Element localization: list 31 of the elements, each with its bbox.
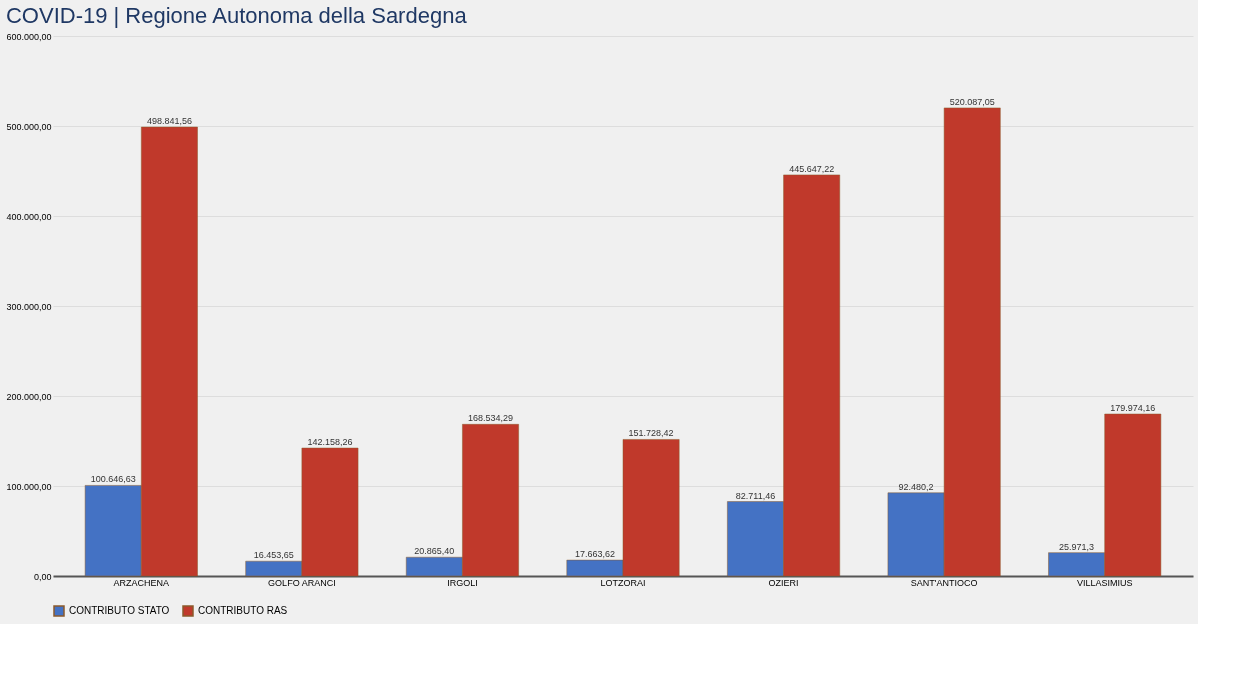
data-label: 168.534,29: [468, 413, 514, 424]
data-label: 92.480,2: [898, 481, 934, 492]
y-tick-label: 500.000,00: [6, 121, 52, 132]
chart-title: COVID-19 | Regione Autonoma della Sardegna: [5, 3, 468, 28]
data-label: 142.158,26: [307, 437, 353, 448]
x-tick-label: IRGOLI: [447, 577, 478, 588]
legend-label: CONTRIBUTO STATO: [69, 605, 170, 616]
data-label: 82.711,46: [735, 490, 776, 501]
data-label: 445.647,22: [789, 163, 835, 174]
y-tick-label: 0,00: [33, 571, 52, 582]
data-label: 17.663,62: [574, 549, 615, 560]
x-tick-label: OZIERI: [768, 577, 799, 588]
x-tick-label: VILLASIMIUS: [1076, 577, 1133, 588]
data-label: 520.087,05: [949, 96, 995, 107]
data-label: 16.453,65: [253, 550, 294, 561]
y-tick-label: 200.000,00: [6, 391, 52, 402]
data-label: 498.841,56: [146, 116, 192, 127]
data-label: 151.728,42: [628, 428, 674, 439]
data-label: 100.646,63: [90, 474, 136, 485]
y-tick-label: 400.000,00: [6, 211, 52, 222]
y-tick-label: 600.000,00: [6, 31, 52, 42]
y-tick-label: 100.000,00: [6, 481, 52, 492]
x-tick-label: LOTZORAI: [600, 577, 646, 588]
legend-label: CONTRIBUTO RAS: [198, 605, 288, 616]
data-label: 20.865,40: [414, 546, 455, 557]
data-label: 179.974,16: [1110, 403, 1156, 414]
x-tick-label: ARZACHENA: [113, 577, 170, 588]
x-tick-label: SANT'ANTIOCO: [910, 577, 978, 588]
x-tick-label: GOLFO ARANCI: [268, 577, 336, 588]
data-label: 25.971,3: [1059, 541, 1095, 552]
y-tick-label: 300.000,00: [6, 301, 52, 312]
